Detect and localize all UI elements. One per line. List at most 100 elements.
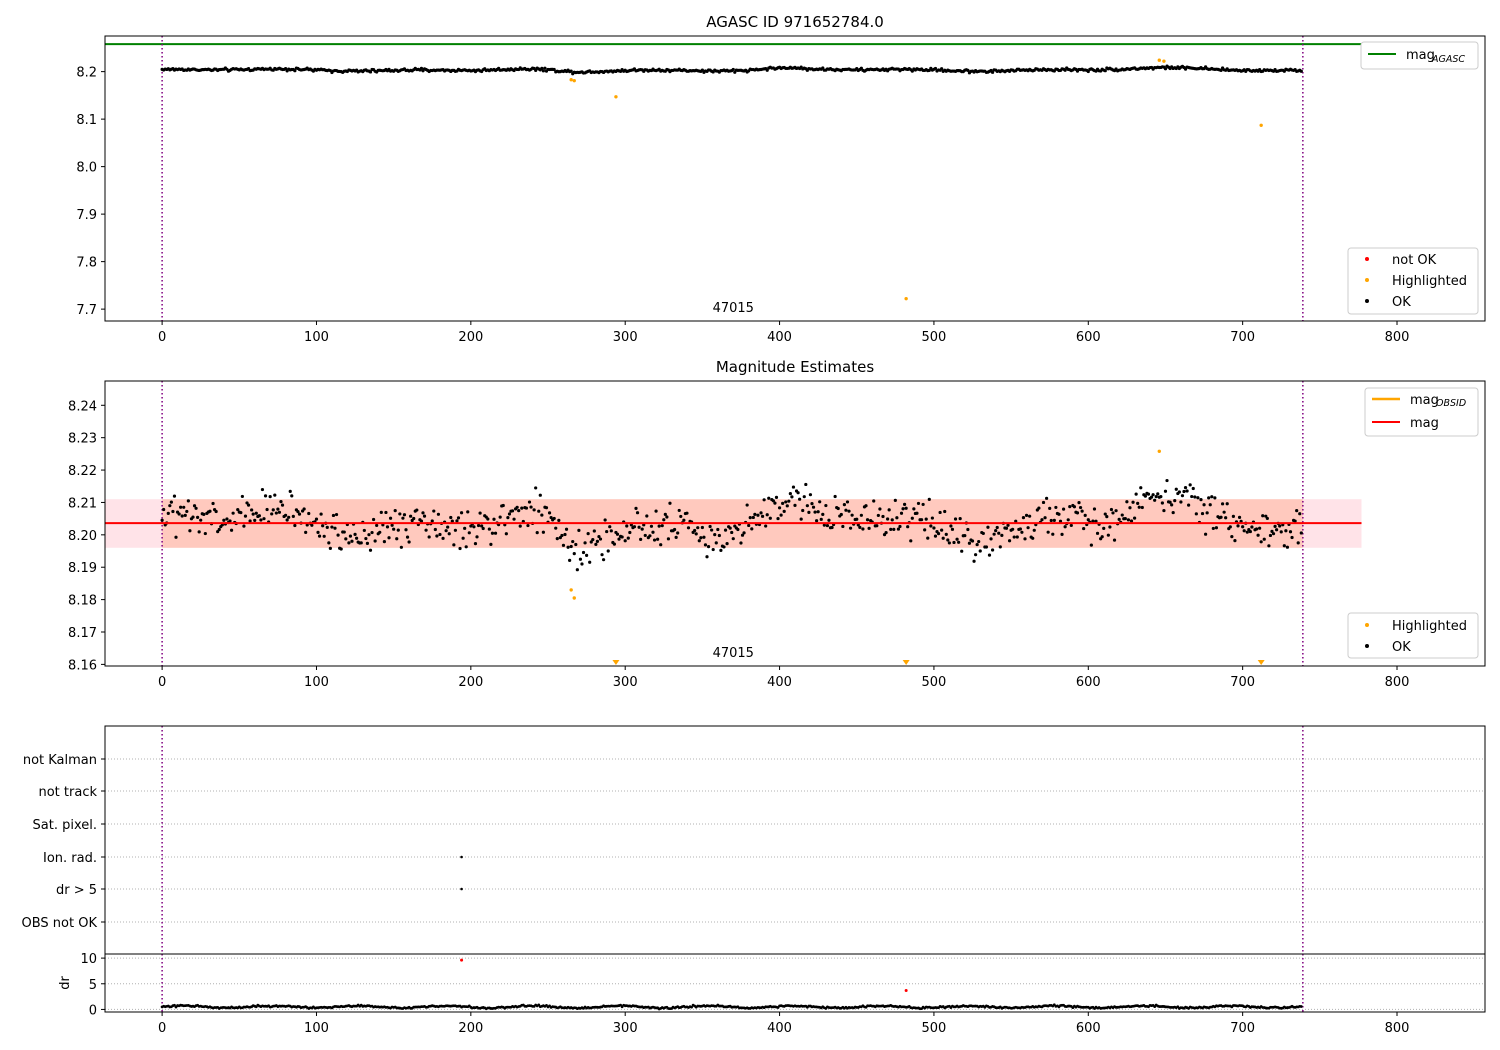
panel2-ok-point	[1256, 533, 1260, 537]
panel2-ok-point	[557, 518, 561, 522]
panel2-ok-point	[895, 516, 899, 520]
panel1-ok-point	[1063, 68, 1067, 72]
panel2-ok-point	[620, 535, 624, 539]
panel2-ok-point	[325, 525, 329, 530]
panel2-ok-point	[273, 493, 277, 497]
panel2-ok-point	[186, 499, 190, 503]
panel2-ok-point	[703, 543, 708, 547]
panel2-clipped-marker	[612, 660, 620, 665]
panel2-ok-point	[347, 541, 351, 545]
panel2-ok-point	[1298, 512, 1302, 516]
panel1-ok-point	[1299, 69, 1303, 73]
panel2-ok-point	[392, 527, 396, 531]
panel2-ok-point	[765, 513, 769, 517]
panel1-legend-label: Highlighted	[1392, 274, 1467, 289]
panel2-ok-point	[952, 540, 956, 545]
panel2-ok-point	[463, 526, 467, 530]
panel2-ok-point	[1231, 514, 1235, 518]
panel2-ok-point	[217, 527, 221, 532]
panel4-xtick-label: 800	[1385, 1021, 1410, 1036]
panel2-ok-point	[760, 514, 765, 518]
panel2-ok-point	[1160, 501, 1164, 505]
panel2-ok-point	[1078, 505, 1083, 510]
panel4-xtick-label: 700	[1230, 1021, 1255, 1036]
panel2-ok-point	[378, 530, 382, 534]
panel2-ok-point	[404, 528, 408, 532]
panel2-ok-point	[893, 498, 897, 502]
panel2-ok-point	[850, 513, 854, 517]
panel2-ok-point	[855, 517, 859, 521]
panel2-ok-point	[239, 510, 243, 515]
panel2-ok-point	[1194, 512, 1198, 516]
panel2-ok-point	[1120, 513, 1124, 517]
panel2-ok-point	[682, 518, 686, 522]
panel2-ok-point	[1083, 513, 1087, 517]
panel2-ok-point	[402, 513, 407, 517]
panel2-ok-point	[166, 511, 170, 516]
panel2-ok-point	[663, 512, 667, 516]
panel2-ok-point	[824, 503, 828, 508]
panel2-ok-point	[975, 542, 979, 547]
panel1-ok-point	[540, 66, 544, 70]
panel2-ok-point	[807, 510, 811, 514]
panel2-ok-point	[626, 536, 630, 540]
panel2-ok-point	[938, 510, 942, 515]
panel3-category-label: OBS not OK	[22, 916, 98, 931]
panel2-ok-point	[1091, 519, 1095, 523]
panel2-ok-point	[1057, 512, 1061, 516]
panel2-ok-point	[379, 510, 383, 514]
panel2-ok-point	[390, 523, 394, 527]
panel2-ok-point	[260, 487, 265, 492]
panel2-ok-point	[955, 537, 959, 541]
panel2-ok-point	[563, 532, 567, 537]
panel2-ok-point	[203, 531, 207, 536]
panel2-legend-marker	[1365, 644, 1369, 648]
panel2-ok-point	[981, 531, 985, 536]
panel2-ok-point	[222, 518, 226, 522]
panel1-legend-marker	[1365, 278, 1369, 282]
panel2-ok-point	[512, 517, 516, 521]
panel2-ok-point	[538, 493, 542, 497]
panel2-ok-point	[700, 525, 704, 530]
panel2-ok-point	[944, 532, 948, 536]
panel1-ok-point	[534, 68, 538, 72]
panel2-ok-point	[585, 553, 589, 557]
panel2-ok-point	[1163, 489, 1168, 493]
panel2-ok-point	[430, 519, 434, 523]
panel2-ok-point	[1293, 519, 1297, 523]
panel2-xtick-label: 500	[922, 675, 947, 690]
panel1-highlighted-point	[569, 78, 573, 82]
panel2-ok-point	[1210, 495, 1214, 499]
panel2-ok-point	[859, 513, 863, 517]
panel2-ok-point	[1066, 518, 1070, 522]
panel2-ok-point	[1082, 526, 1086, 531]
panel2-ok-point	[334, 512, 339, 517]
panel2-ok-point	[251, 512, 255, 516]
panel2-legend-marker	[1365, 623, 1369, 627]
panel2-ok-point	[609, 529, 613, 533]
panel1-ok-point	[940, 67, 944, 71]
panel2-ok-point	[1102, 526, 1106, 530]
panel2-ok-point	[1011, 527, 1015, 531]
panel2-ok-point	[659, 543, 663, 547]
panel2-ok-point	[1241, 525, 1245, 529]
panel4-outlier-point	[904, 988, 908, 992]
panel2-ok-point	[353, 532, 357, 536]
panel3-category-label: not Kalman	[23, 753, 97, 768]
panel1-ok-point	[765, 68, 769, 72]
panel2-ok-point	[927, 497, 931, 501]
panel2-ok-point	[240, 494, 244, 499]
panel2-ok-point	[601, 558, 606, 562]
panel2-ok-point	[865, 518, 870, 522]
panel2-ok-point	[1037, 506, 1041, 510]
panel2-ok-point	[447, 532, 451, 536]
panel2-ok-point	[250, 508, 254, 512]
panel2-ok-point	[818, 500, 822, 504]
panel2-ok-point	[711, 547, 715, 552]
panel2-ok-point	[916, 501, 921, 506]
panel1-ok-point	[1219, 68, 1223, 72]
panel1-legend-marker	[1365, 257, 1369, 261]
panel1-legend-top	[1360, 41, 1479, 70]
panel2-ok-point	[811, 505, 816, 509]
panel1-ok-point	[293, 69, 297, 73]
